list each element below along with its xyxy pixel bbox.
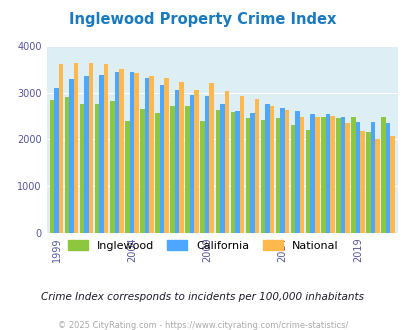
Bar <box>245 118 249 233</box>
Bar <box>54 88 59 233</box>
Bar <box>284 110 289 233</box>
Bar <box>365 132 370 233</box>
Bar <box>194 90 198 233</box>
Bar <box>329 116 334 233</box>
Bar <box>175 90 179 233</box>
Bar <box>335 117 340 233</box>
Bar <box>149 76 153 233</box>
Bar <box>370 122 374 233</box>
Bar <box>320 117 325 233</box>
Bar <box>264 104 269 233</box>
Bar <box>125 121 129 233</box>
Bar <box>99 75 104 233</box>
Bar <box>190 95 194 233</box>
Bar <box>220 104 224 233</box>
Bar <box>209 82 213 233</box>
Bar <box>385 123 389 233</box>
Bar <box>134 73 138 233</box>
Bar <box>355 122 359 233</box>
Bar <box>350 117 355 233</box>
Bar <box>69 79 74 233</box>
Bar <box>170 106 175 233</box>
Bar <box>129 72 134 233</box>
Bar <box>155 113 159 233</box>
Bar <box>49 100 54 233</box>
Bar <box>254 99 258 233</box>
Bar <box>119 69 123 233</box>
Bar <box>65 97 69 233</box>
Bar <box>249 113 254 233</box>
Bar <box>74 62 78 233</box>
Bar <box>234 111 239 233</box>
Bar <box>164 78 168 233</box>
Bar <box>314 116 319 233</box>
Bar <box>344 123 349 233</box>
Bar <box>185 106 190 233</box>
Text: Crime Index corresponds to incidents per 100,000 inhabitants: Crime Index corresponds to incidents per… <box>41 292 364 302</box>
Legend: Inglewood, California, National: Inglewood, California, National <box>63 236 342 255</box>
Bar <box>215 110 220 233</box>
Bar <box>110 101 114 233</box>
Bar <box>239 96 243 233</box>
Bar <box>310 114 314 233</box>
Bar <box>389 136 394 233</box>
Bar <box>59 64 63 233</box>
Bar <box>359 131 364 233</box>
Bar <box>299 116 304 233</box>
Bar <box>200 121 205 233</box>
Bar <box>380 116 385 233</box>
Bar <box>290 125 295 233</box>
Bar <box>140 109 144 233</box>
Bar <box>159 85 164 233</box>
Bar <box>279 108 284 233</box>
Bar <box>374 139 379 233</box>
Bar <box>95 105 99 233</box>
Bar <box>179 82 183 233</box>
Bar <box>275 117 279 233</box>
Bar <box>305 130 310 233</box>
Bar <box>325 114 329 233</box>
Bar <box>89 63 93 233</box>
Bar <box>104 64 108 233</box>
Bar <box>269 106 274 233</box>
Bar <box>114 72 119 233</box>
Text: Inglewood Property Crime Index: Inglewood Property Crime Index <box>69 12 336 26</box>
Text: © 2025 CityRating.com - https://www.cityrating.com/crime-statistics/: © 2025 CityRating.com - https://www.city… <box>58 321 347 330</box>
Bar <box>80 105 84 233</box>
Bar <box>340 116 344 233</box>
Bar <box>144 78 149 233</box>
Bar <box>224 91 228 233</box>
Bar <box>84 77 89 233</box>
Bar <box>205 96 209 233</box>
Bar <box>260 120 264 233</box>
Bar <box>295 111 299 233</box>
Bar <box>230 113 234 233</box>
